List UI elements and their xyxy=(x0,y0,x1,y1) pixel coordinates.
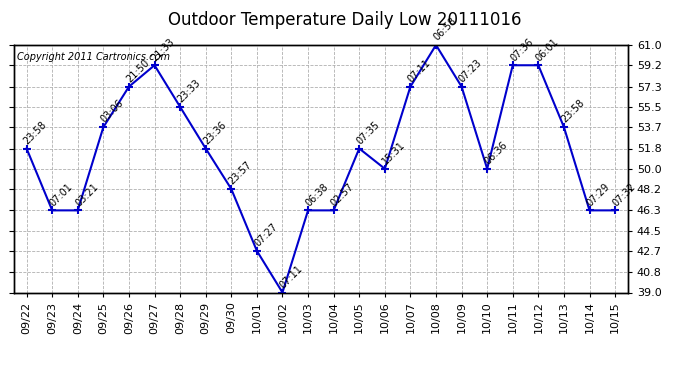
Text: Copyright 2011 Cartronics.com: Copyright 2011 Cartronics.com xyxy=(17,53,170,62)
Text: 21:33: 21:33 xyxy=(150,36,177,63)
Text: 15:31: 15:31 xyxy=(380,140,407,166)
Text: 07:01: 07:01 xyxy=(48,182,75,208)
Text: 23:33: 23:33 xyxy=(176,78,202,105)
Text: 07:11: 07:11 xyxy=(278,264,305,290)
Text: 06:58: 06:58 xyxy=(431,16,458,43)
Text: 23:58: 23:58 xyxy=(22,119,49,146)
Text: 07:35: 07:35 xyxy=(355,119,382,146)
Text: 23:36: 23:36 xyxy=(201,120,228,146)
Text: 23:57: 23:57 xyxy=(227,160,254,187)
Text: Outdoor Temperature Daily Low 20111016: Outdoor Temperature Daily Low 20111016 xyxy=(168,11,522,29)
Text: 07:32: 07:32 xyxy=(611,181,638,208)
Text: 06:38: 06:38 xyxy=(304,182,331,208)
Text: 21:50: 21:50 xyxy=(124,57,151,84)
Text: 02:57: 02:57 xyxy=(329,181,356,208)
Text: 07:11: 07:11 xyxy=(406,58,433,84)
Text: 06:36: 06:36 xyxy=(483,140,509,166)
Text: 06:01: 06:01 xyxy=(534,36,560,63)
Text: 07:36: 07:36 xyxy=(509,36,535,63)
Text: 07:29: 07:29 xyxy=(585,181,612,208)
Text: 03:21: 03:21 xyxy=(73,182,100,208)
Text: 07:23: 07:23 xyxy=(457,57,484,84)
Text: 07:27: 07:27 xyxy=(253,222,279,249)
Text: 03:06: 03:06 xyxy=(99,98,126,125)
Text: 23:58: 23:58 xyxy=(560,98,586,125)
